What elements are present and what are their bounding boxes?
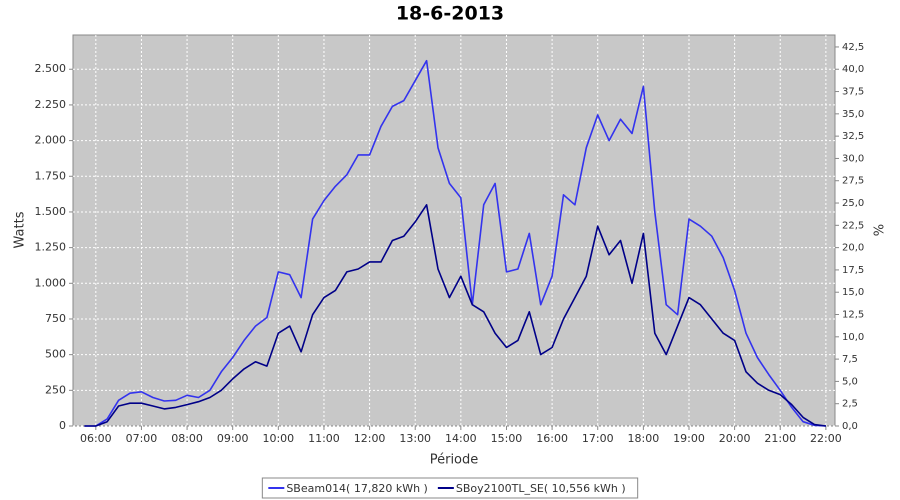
x-tick-label: 16:00 xyxy=(536,432,568,445)
y2-tick-label: 0,0 xyxy=(842,421,858,432)
legend: SBeam014( 17,820 kWh ) SBoy2100TL_SE( 10,… xyxy=(261,477,639,499)
x-tick-label: 07:00 xyxy=(126,432,158,445)
x-tick-label: 06:00 xyxy=(80,432,112,445)
y-tick-label: 2.000 xyxy=(35,134,67,147)
y2-tick-label: 40,0 xyxy=(842,64,864,75)
y2-tick-label: 10,0 xyxy=(842,332,864,343)
x-tick-label: 13:00 xyxy=(399,432,431,445)
y2-tick-label: 30,0 xyxy=(842,153,864,164)
y-tick-label: 250 xyxy=(45,383,66,396)
y-tick-label: 500 xyxy=(45,348,66,361)
x-tick-label: 12:00 xyxy=(354,432,386,445)
x-tick-label: 20:00 xyxy=(719,432,751,445)
y2-tick-label: 17,5 xyxy=(842,265,864,276)
x-tick-label: 15:00 xyxy=(491,432,523,445)
y2-tick-label: 2,5 xyxy=(842,399,858,410)
y2-axis-title: % xyxy=(873,224,888,236)
series-line xyxy=(84,59,826,427)
y-tick-label: 2.250 xyxy=(35,98,67,111)
y-tick-label: 1.250 xyxy=(35,241,67,254)
y-tick-label: 1.750 xyxy=(35,169,67,182)
y-tick-label: 0 xyxy=(59,419,66,432)
y2-tick-label: 7,5 xyxy=(842,354,858,365)
y-axis-title: Watts xyxy=(13,211,28,248)
y-tick-label: 1.500 xyxy=(35,205,67,218)
y2-tick-label: 37,5 xyxy=(842,87,864,98)
y2-tick-label: 25,0 xyxy=(842,198,864,209)
legend-label: SBoy2100TL_SE( 10,556 kWh ) xyxy=(456,482,626,495)
chart-title: 18-6-2013 xyxy=(396,3,504,25)
y2-tick-label: 42,5 xyxy=(842,42,864,53)
y2-tick-label: 35,0 xyxy=(842,109,864,120)
x-tick-label: 19:00 xyxy=(673,432,705,445)
x-tick-label: 18:00 xyxy=(628,432,660,445)
plot-area xyxy=(72,34,836,427)
x-tick-label: 09:00 xyxy=(217,432,249,445)
series-line xyxy=(84,204,826,427)
y2-tick-label: 20,0 xyxy=(842,243,864,254)
y2-tick-label: 22,5 xyxy=(842,220,864,231)
x-tick-label: 21:00 xyxy=(764,432,796,445)
x-tick-label: 11:00 xyxy=(308,432,340,445)
y2-tick-label: 15,0 xyxy=(842,287,864,298)
y-tick-label: 2.500 xyxy=(35,62,67,75)
x-axis-title: Période xyxy=(430,453,479,468)
x-tick-label: 22:00 xyxy=(810,432,842,445)
y2-tick-label: 32,5 xyxy=(842,131,864,142)
x-tick-label: 17:00 xyxy=(582,432,614,445)
y2-tick-label: 5,0 xyxy=(842,376,858,387)
y-tick-label: 1.000 xyxy=(35,276,67,289)
y2-tick-label: 12,5 xyxy=(842,310,864,321)
legend-label: SBeam014( 17,820 kWh ) xyxy=(286,482,428,495)
y-tick-label: 750 xyxy=(45,312,66,325)
x-tick-label: 10:00 xyxy=(262,432,294,445)
x-tick-label: 14:00 xyxy=(445,432,477,445)
y2-tick-label: 27,5 xyxy=(842,176,864,187)
x-tick-label: 08:00 xyxy=(171,432,203,445)
